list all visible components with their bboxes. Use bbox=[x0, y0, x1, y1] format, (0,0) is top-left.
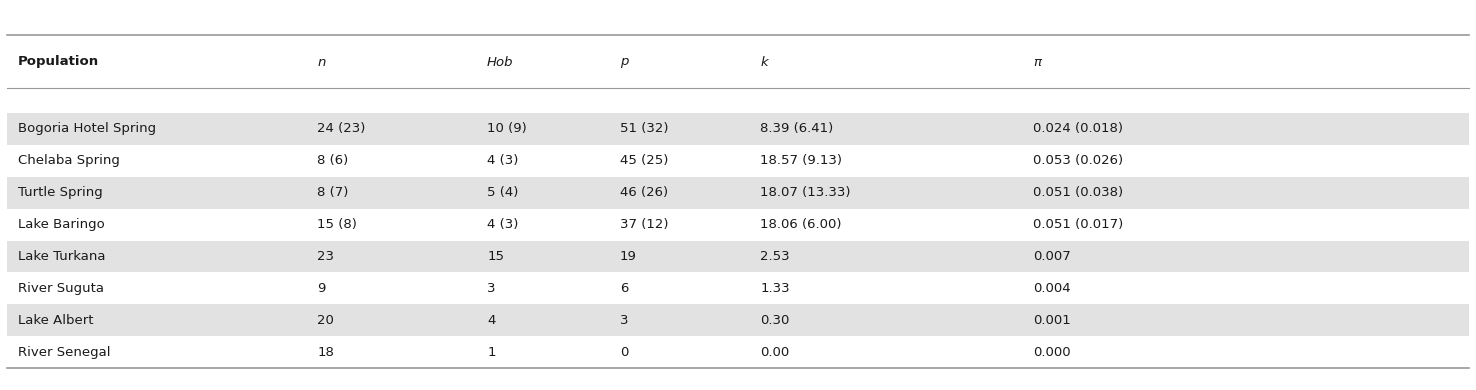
Text: 0.053 (0.026): 0.053 (0.026) bbox=[1033, 154, 1123, 167]
Text: 3: 3 bbox=[487, 282, 496, 295]
Text: 46 (26): 46 (26) bbox=[620, 186, 669, 199]
Text: 0.001: 0.001 bbox=[1033, 314, 1072, 327]
Text: 4: 4 bbox=[487, 314, 496, 327]
Text: 18: 18 bbox=[317, 346, 334, 358]
Text: 18.07 (13.33): 18.07 (13.33) bbox=[760, 186, 850, 199]
Text: p: p bbox=[620, 55, 629, 69]
Text: 0.024 (0.018): 0.024 (0.018) bbox=[1033, 122, 1123, 135]
Text: π: π bbox=[1033, 55, 1041, 69]
Text: 1: 1 bbox=[487, 346, 496, 358]
Text: 0.051 (0.038): 0.051 (0.038) bbox=[1033, 186, 1123, 199]
Text: 10 (9): 10 (9) bbox=[487, 122, 527, 135]
Text: 45 (25): 45 (25) bbox=[620, 154, 669, 167]
Bar bbox=[7, 304, 1469, 336]
Text: Turtle Spring: Turtle Spring bbox=[18, 186, 102, 199]
Text: 18.06 (6.00): 18.06 (6.00) bbox=[760, 218, 841, 231]
Text: 24 (23): 24 (23) bbox=[317, 122, 366, 135]
Text: 1.33: 1.33 bbox=[760, 282, 790, 295]
Text: 0.00: 0.00 bbox=[760, 346, 790, 358]
Text: n: n bbox=[317, 55, 326, 69]
Text: 0: 0 bbox=[620, 346, 629, 358]
Text: 3: 3 bbox=[620, 314, 629, 327]
Bar bbox=[7, 113, 1469, 145]
Text: Lake Baringo: Lake Baringo bbox=[18, 218, 105, 231]
Text: 18.57 (9.13): 18.57 (9.13) bbox=[760, 154, 843, 167]
Text: 15: 15 bbox=[487, 250, 505, 263]
Text: River Senegal: River Senegal bbox=[18, 346, 111, 358]
Text: 15 (8): 15 (8) bbox=[317, 218, 357, 231]
Text: Hob: Hob bbox=[487, 55, 514, 69]
Text: 8 (7): 8 (7) bbox=[317, 186, 348, 199]
Text: 51 (32): 51 (32) bbox=[620, 122, 669, 135]
Text: 9: 9 bbox=[317, 282, 326, 295]
Bar bbox=[7, 177, 1469, 209]
Text: 0.051 (0.017): 0.051 (0.017) bbox=[1033, 218, 1123, 231]
Text: 19: 19 bbox=[620, 250, 636, 263]
Text: 4 (3): 4 (3) bbox=[487, 218, 518, 231]
Text: 0.000: 0.000 bbox=[1033, 346, 1070, 358]
Text: Bogoria Hotel Spring: Bogoria Hotel Spring bbox=[18, 122, 156, 135]
Text: 0.007: 0.007 bbox=[1033, 250, 1072, 263]
Text: 0.004: 0.004 bbox=[1033, 282, 1070, 295]
Text: 4 (3): 4 (3) bbox=[487, 154, 518, 167]
Text: 6: 6 bbox=[620, 282, 629, 295]
Text: k: k bbox=[760, 55, 768, 69]
Text: 8.39 (6.41): 8.39 (6.41) bbox=[760, 122, 834, 135]
Text: 37 (12): 37 (12) bbox=[620, 218, 669, 231]
Text: 0.30: 0.30 bbox=[760, 314, 790, 327]
Text: 23: 23 bbox=[317, 250, 335, 263]
Text: River Suguta: River Suguta bbox=[18, 282, 103, 295]
Text: 20: 20 bbox=[317, 314, 334, 327]
Text: Population: Population bbox=[18, 55, 99, 69]
Text: 8 (6): 8 (6) bbox=[317, 154, 348, 167]
Text: 2.53: 2.53 bbox=[760, 250, 790, 263]
Text: Lake Albert: Lake Albert bbox=[18, 314, 93, 327]
Bar bbox=[7, 241, 1469, 272]
Text: Chelaba Spring: Chelaba Spring bbox=[18, 154, 120, 167]
Text: Lake Turkana: Lake Turkana bbox=[18, 250, 105, 263]
Text: 5 (4): 5 (4) bbox=[487, 186, 518, 199]
